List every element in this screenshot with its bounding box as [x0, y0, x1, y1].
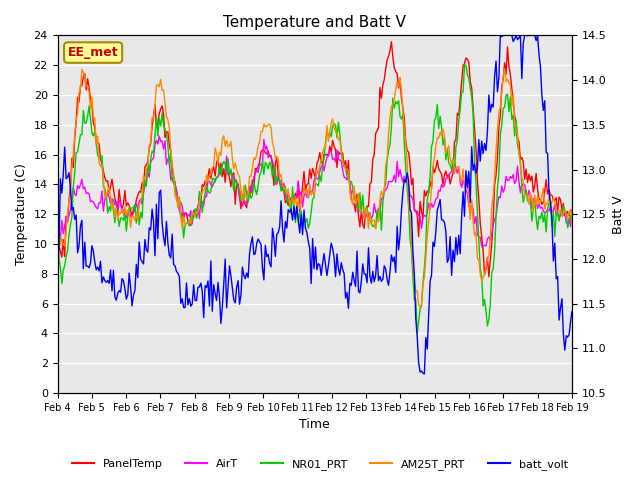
AM25T_PRT [224, 144, 232, 150]
batt_volt [568, 309, 576, 314]
AM25T_PRT [278, 182, 286, 188]
NR01_PRT [54, 235, 61, 241]
PanelTemp [54, 214, 61, 220]
X-axis label: Time: Time [300, 419, 330, 432]
NR01_PRT [224, 156, 232, 161]
NR01_PRT [413, 331, 421, 336]
batt_volt [224, 284, 232, 290]
Title: Temperature and Batt V: Temperature and Batt V [223, 15, 406, 30]
NR01_PRT [568, 209, 576, 215]
AirT [478, 244, 486, 250]
PanelTemp [568, 216, 576, 222]
Text: EE_met: EE_met [68, 46, 118, 59]
PanelTemp [485, 274, 493, 280]
AirT [280, 180, 288, 186]
Y-axis label: Temperature (C): Temperature (C) [15, 163, 28, 265]
batt_volt [542, 149, 550, 155]
batt_volt [54, 273, 61, 278]
AM25T_PRT [233, 167, 241, 173]
batt_volt [278, 226, 286, 231]
Line: AirT: AirT [58, 136, 572, 247]
AM25T_PRT [500, 66, 508, 72]
Line: PanelTemp: PanelTemp [58, 42, 572, 277]
batt_volt [233, 285, 241, 290]
NR01_PRT [233, 180, 241, 185]
AirT [568, 207, 576, 213]
AM25T_PRT [416, 303, 424, 309]
batt_volt [207, 258, 214, 264]
Line: batt_volt: batt_volt [58, 36, 572, 374]
NR01_PRT [116, 215, 124, 221]
batt_volt [420, 371, 428, 377]
AM25T_PRT [54, 211, 61, 217]
AM25T_PRT [542, 200, 550, 206]
AirT [116, 200, 124, 206]
AirT [234, 184, 242, 190]
NR01_PRT [461, 62, 468, 68]
PanelTemp [278, 187, 286, 193]
NR01_PRT [542, 229, 550, 235]
PanelTemp [542, 177, 550, 182]
batt_volt [497, 33, 504, 38]
batt_volt [116, 289, 124, 295]
AirT [209, 184, 216, 190]
Y-axis label: Batt V: Batt V [612, 195, 625, 234]
NR01_PRT [207, 189, 214, 195]
AM25T_PRT [568, 219, 576, 225]
Legend: PanelTemp, AirT, NR01_PRT, AM25T_PRT, batt_volt: PanelTemp, AirT, NR01_PRT, AM25T_PRT, ba… [68, 455, 572, 474]
PanelTemp [207, 176, 214, 181]
AM25T_PRT [116, 211, 124, 217]
AirT [54, 228, 61, 234]
PanelTemp [224, 169, 232, 175]
AirT [156, 133, 163, 139]
AirT [542, 209, 550, 215]
AM25T_PRT [207, 171, 214, 177]
NR01_PRT [278, 186, 286, 192]
PanelTemp [233, 181, 241, 187]
Line: NR01_PRT: NR01_PRT [58, 65, 572, 334]
AirT [226, 172, 234, 178]
PanelTemp [116, 200, 124, 206]
PanelTemp [388, 39, 396, 45]
Line: AM25T_PRT: AM25T_PRT [58, 69, 572, 306]
